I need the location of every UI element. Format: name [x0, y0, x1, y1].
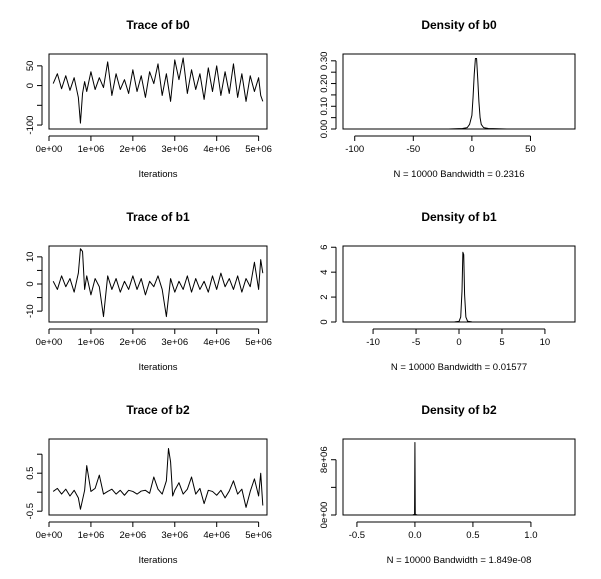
trace-b0-x-tick-label: 0e+00 — [36, 144, 63, 155]
trace-b2-panel: Trace of b2 0e+00 1e+06 2e+06 3e+06 4e+06 5e+0… — [25, 403, 272, 566]
trace-b0-y-tick-label: 0 — [25, 83, 36, 88]
density-b1-plot-frame — [342, 245, 576, 323]
trace-b0-x-axis-label: Iterations — [138, 169, 177, 180]
density-b1-title: Density of b1 — [421, 210, 497, 224]
density-b0-x-tick-label: -100 — [345, 144, 364, 155]
density-b2-title: Density of b2 — [421, 403, 497, 417]
trace-b1-y-tick-label: 0 — [25, 281, 36, 286]
trace-b1-x-tick-label: 2e+06 — [120, 337, 147, 348]
trace-b0-title: Trace of b0 — [126, 18, 190, 32]
trace-b1-x-tick-label: 3e+06 — [161, 337, 188, 348]
density-b2-x-tick-label: 0.5 — [466, 530, 479, 541]
density-b1-x-tick-label: 0 — [456, 337, 461, 348]
trace-b2-x-tick-label: 3e+06 — [161, 530, 188, 541]
trace-b0-y-tick-label: 50 — [25, 61, 36, 72]
trace-b0-x-tick-label: 3e+06 — [161, 144, 188, 155]
density-b2-x-tick-label: 0.0 — [408, 530, 421, 541]
trace-b2-x-tick-label: 4e+06 — [203, 530, 230, 541]
density-b1-x-tick-label: -10 — [366, 337, 380, 348]
density-b0-y-tick-label: 0.00 — [319, 120, 330, 139]
trace-b1-series-line — [52, 248, 264, 318]
density-b2-x-axis-label: N = 10000 Bandwidth = 1.849e-08 — [387, 555, 532, 566]
trace-b0-series-line — [52, 57, 264, 124]
trace-b2-x-tick-label: 1e+06 — [78, 530, 105, 541]
trace-b2-x-tick-label: 2e+06 — [120, 530, 147, 541]
trace-b0-panel: Trace of b0 0e+00 1e+06 2e+06 3e+06 4e+06 5e+0… — [25, 18, 272, 180]
density-b1-x-tick-label: 10 — [540, 337, 551, 348]
trace-b0-y-tick-label: -100 — [25, 116, 36, 135]
density-b0-title: Density of b0 — [421, 18, 497, 32]
density-b2-x-tick-label: 1.0 — [524, 530, 537, 541]
density-b1-y-tick-label: 6 — [319, 245, 330, 250]
trace-b1-x-axis-label: Iterations — [138, 362, 177, 373]
trace-b2-x-tick-label: 0e+00 — [36, 530, 63, 541]
trace-b1-y-tick-label: -10 — [25, 304, 36, 318]
density-b0-y-tick-label: 0.20 — [319, 74, 330, 93]
density-b1-y-tick-label: 4 — [319, 270, 330, 275]
density-b1-x-tick-label: -5 — [412, 337, 420, 348]
trace-b0-x-tick-label: 1e+06 — [78, 144, 105, 155]
density-b2-series-line — [356, 441, 570, 515]
density-b0-panel: Density of b0 -100 -50 0 50 0.00 0.10 0.20 0.30 N… — [319, 18, 576, 180]
density-b2-y-tick-label: 0e+00 — [319, 502, 330, 529]
density-b2-panel: Density of b2 -0.5 0.0 0.5 1.0 0e+00 8e+06 N = … — [319, 403, 576, 566]
density-b1-panel: Density of b1 -10 -5 0 5 10 0 2 4 6 N = 10000 Band… — [319, 210, 576, 373]
trace-b2-x-axis-label: Iterations — [138, 555, 177, 566]
trace-b1-plot-frame — [48, 245, 268, 323]
density-b0-x-axis-label: N = 10000 Bandwidth = 0.2316 — [394, 169, 525, 180]
density-b0-x-tick-label: 0 — [469, 144, 474, 155]
trace-b0-x-tick-label: 2e+06 — [120, 144, 147, 155]
trace-b1-panel: Trace of b1 0e+00 1e+06 2e+06 3e+06 4e+06 5e+0… — [25, 210, 272, 373]
density-b1-x-axis-label: N = 10000 Bandwidth = 0.01577 — [391, 362, 527, 373]
density-b0-x-tick-label: -50 — [406, 144, 420, 155]
trace-b0-x-tick-label: 4e+06 — [203, 144, 230, 155]
trace-b0-plot-frame — [48, 53, 268, 130]
trace-b2-series-line — [52, 448, 264, 510]
density-b2-y-tick-label: 8e+06 — [319, 446, 330, 473]
density-b1-y-tick-label: 2 — [319, 294, 330, 299]
trace-b0-x-tick-label: 5e+06 — [245, 144, 272, 155]
trace-b1-x-tick-label: 0e+00 — [36, 337, 63, 348]
density-b0-y-tick-label: 0.10 — [319, 97, 330, 116]
trace-b2-x-tick-label: 5e+06 — [245, 530, 272, 541]
density-b1-y-tick-label: 0 — [319, 319, 330, 324]
trace-b1-y-tick-label: 10 — [25, 252, 36, 263]
trace-b2-title: Trace of b2 — [126, 403, 190, 417]
density-b2-x-tick-label: -0.5 — [349, 530, 365, 541]
trace-b2-plot-frame — [48, 438, 268, 516]
density-b0-y-tick-label: 0.30 — [319, 52, 330, 70]
density-b0-series-line — [358, 58, 571, 129]
density-b0-x-tick-label: 50 — [525, 144, 536, 155]
trace-b2-y-tick-label: 0.5 — [25, 467, 36, 480]
density-b1-x-tick-label: 5 — [499, 337, 504, 348]
trace-b1-x-tick-label: 5e+06 — [245, 337, 272, 348]
trace-b2-y-tick-label: -0.5 — [25, 503, 36, 519]
trace-b1-title: Trace of b1 — [126, 210, 190, 224]
density-b1-series-line — [351, 251, 571, 322]
trace-b1-x-tick-label: 1e+06 — [78, 337, 105, 348]
trace-b1-x-tick-label: 4e+06 — [203, 337, 230, 348]
